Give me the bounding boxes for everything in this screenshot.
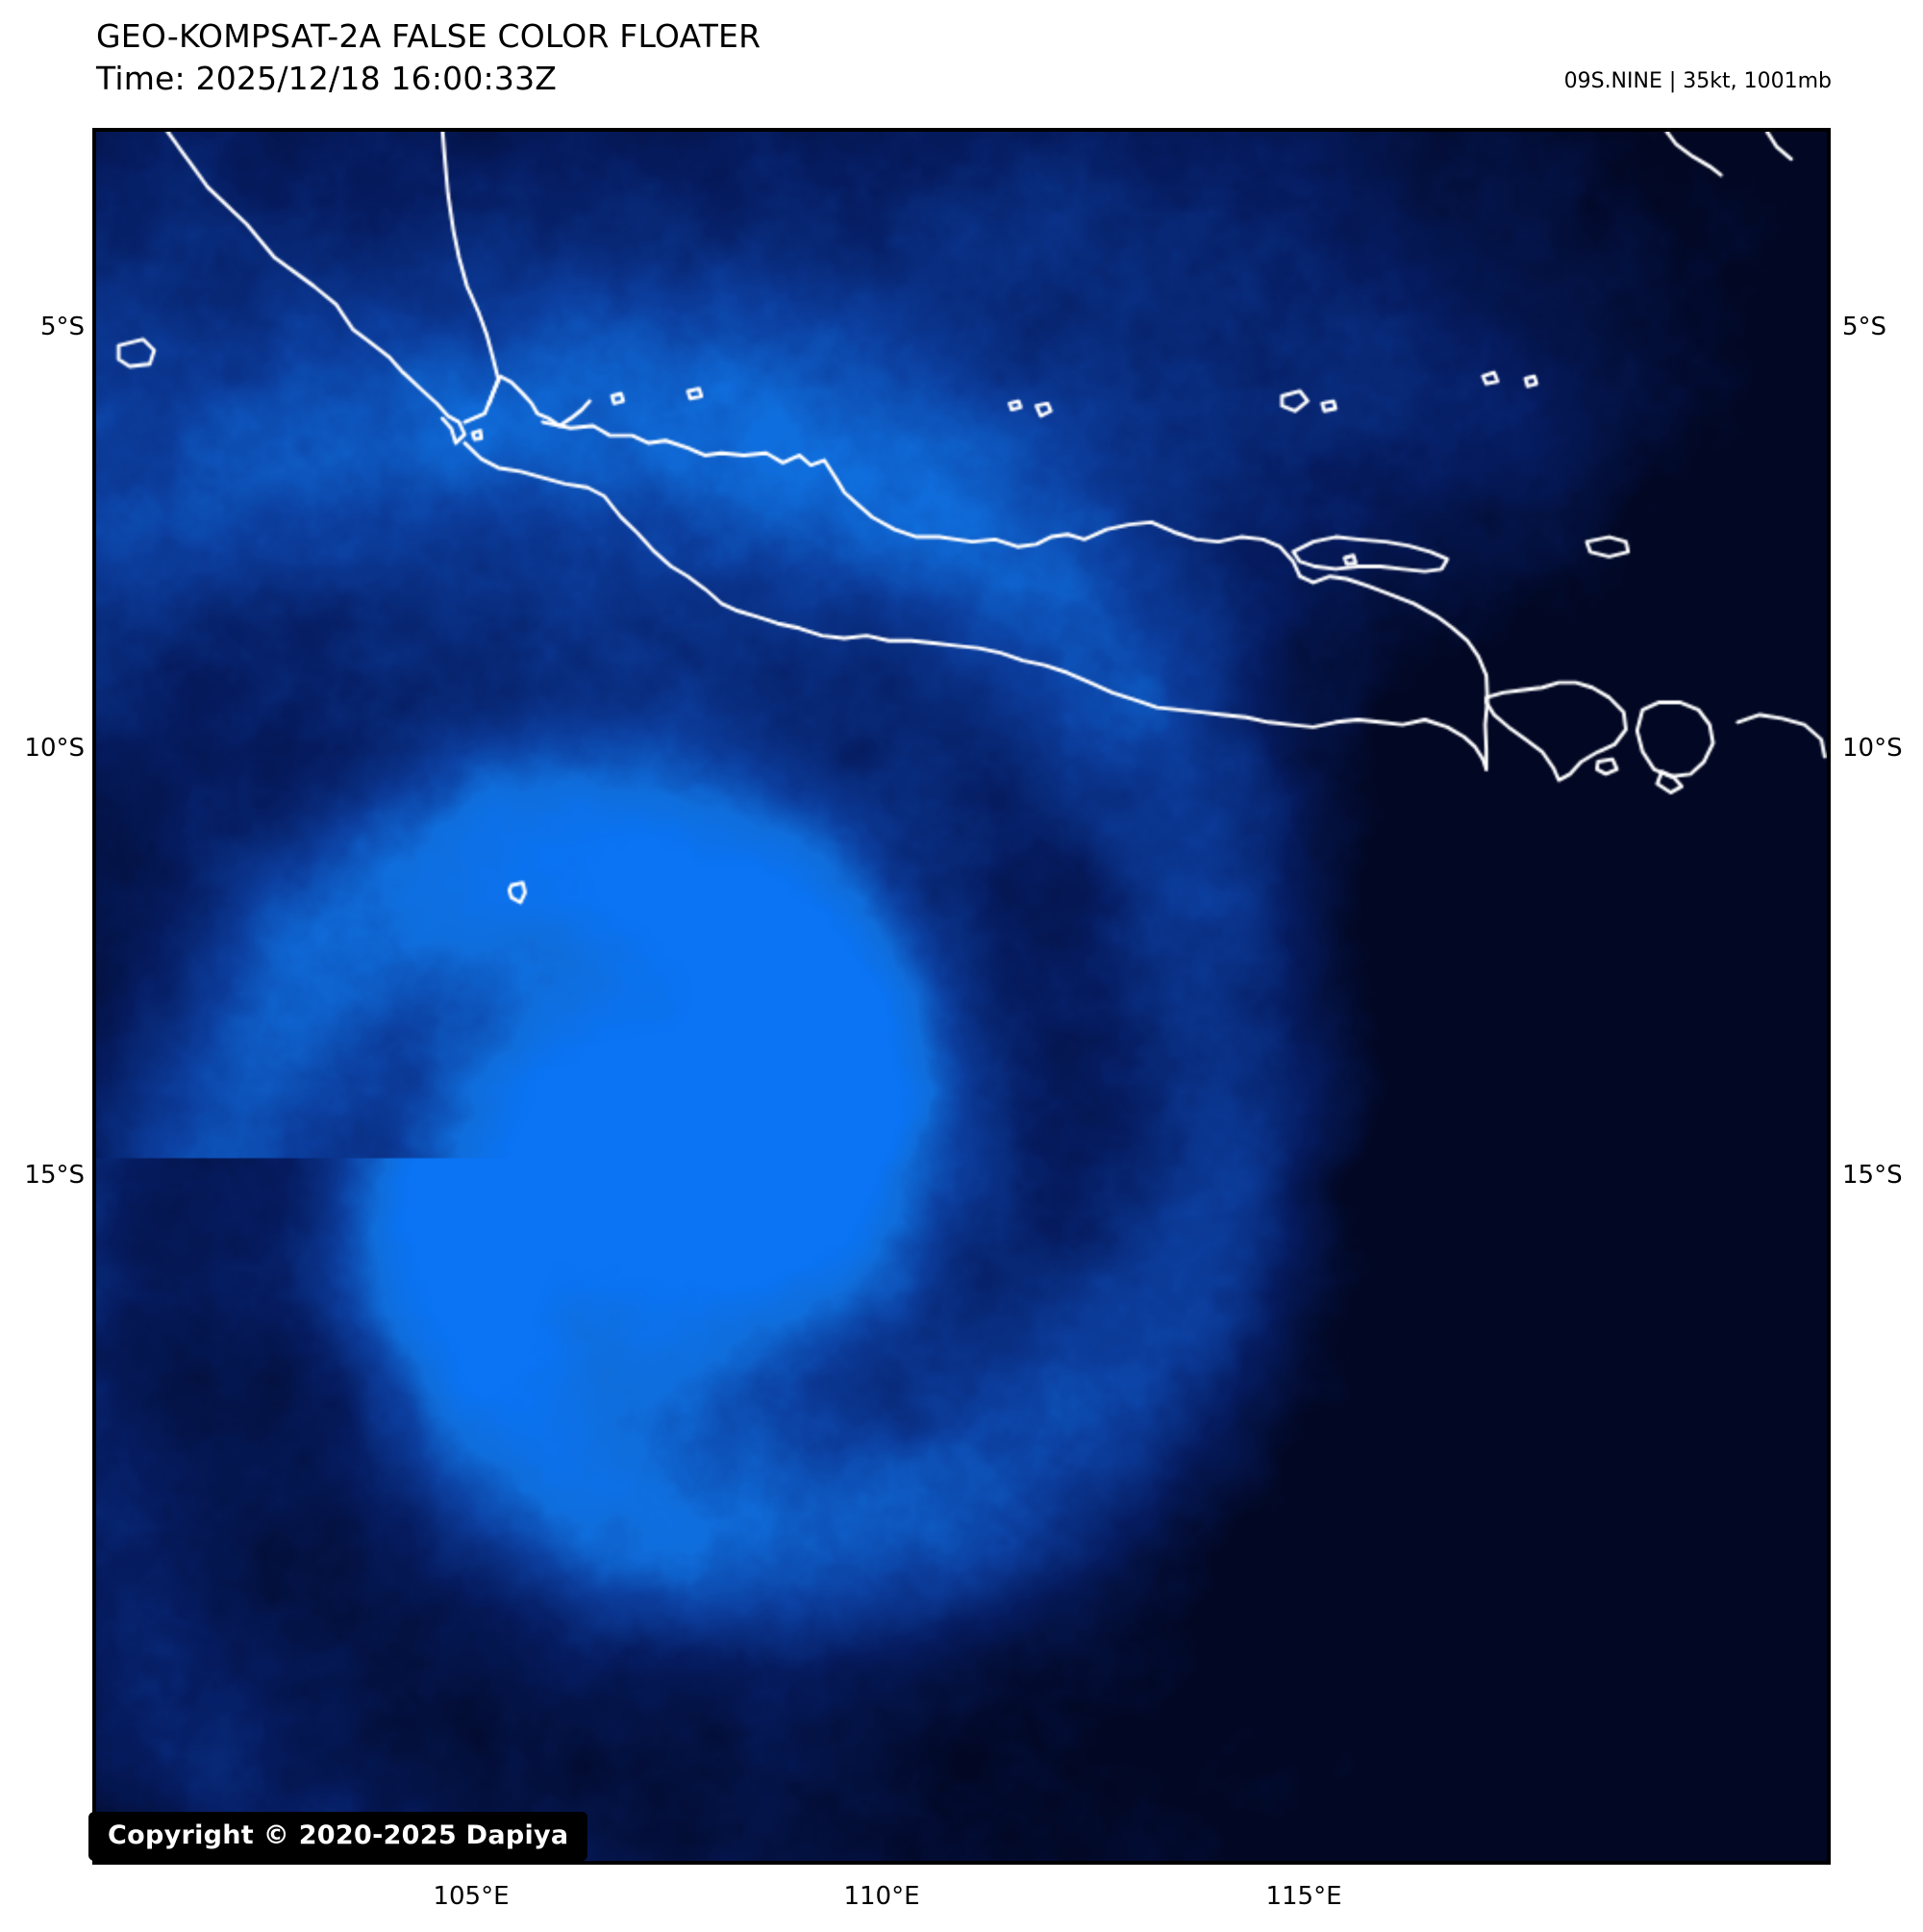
lat-tick-left-2: 15°S xyxy=(24,1161,85,1190)
header: GEO-KOMPSAT-2A FALSE COLOR FLOATER Time:… xyxy=(0,0,1923,130)
lat-tick-right-1: 10°S xyxy=(1842,734,1903,763)
lat-tick-left-0: 5°S xyxy=(39,313,85,341)
satellite-image-panel[interactable] xyxy=(92,128,1831,1865)
copyright-banner: Copyright © 2020-2025 Dapiya xyxy=(88,1812,588,1861)
lon-tick-0: 105°E xyxy=(433,1882,510,1911)
storm-info-label: 09S.NINE | 35kt, 1001mb xyxy=(1563,69,1832,93)
lat-tick-left-1: 10°S xyxy=(24,734,85,763)
satellite-false-color-image xyxy=(96,132,1827,1861)
lat-tick-right-0: 5°S xyxy=(1842,313,1887,341)
lon-tick-2: 115°E xyxy=(1265,1882,1342,1911)
page-title: GEO-KOMPSAT-2A FALSE COLOR FLOATER xyxy=(96,17,762,55)
lon-tick-1: 110°E xyxy=(843,1882,920,1911)
lat-tick-right-2: 15°S xyxy=(1842,1161,1903,1190)
timestamp-label: Time: 2025/12/18 16:00:33Z xyxy=(96,60,558,97)
